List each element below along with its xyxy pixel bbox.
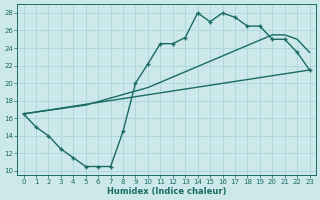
- X-axis label: Humidex (Indice chaleur): Humidex (Indice chaleur): [107, 187, 226, 196]
